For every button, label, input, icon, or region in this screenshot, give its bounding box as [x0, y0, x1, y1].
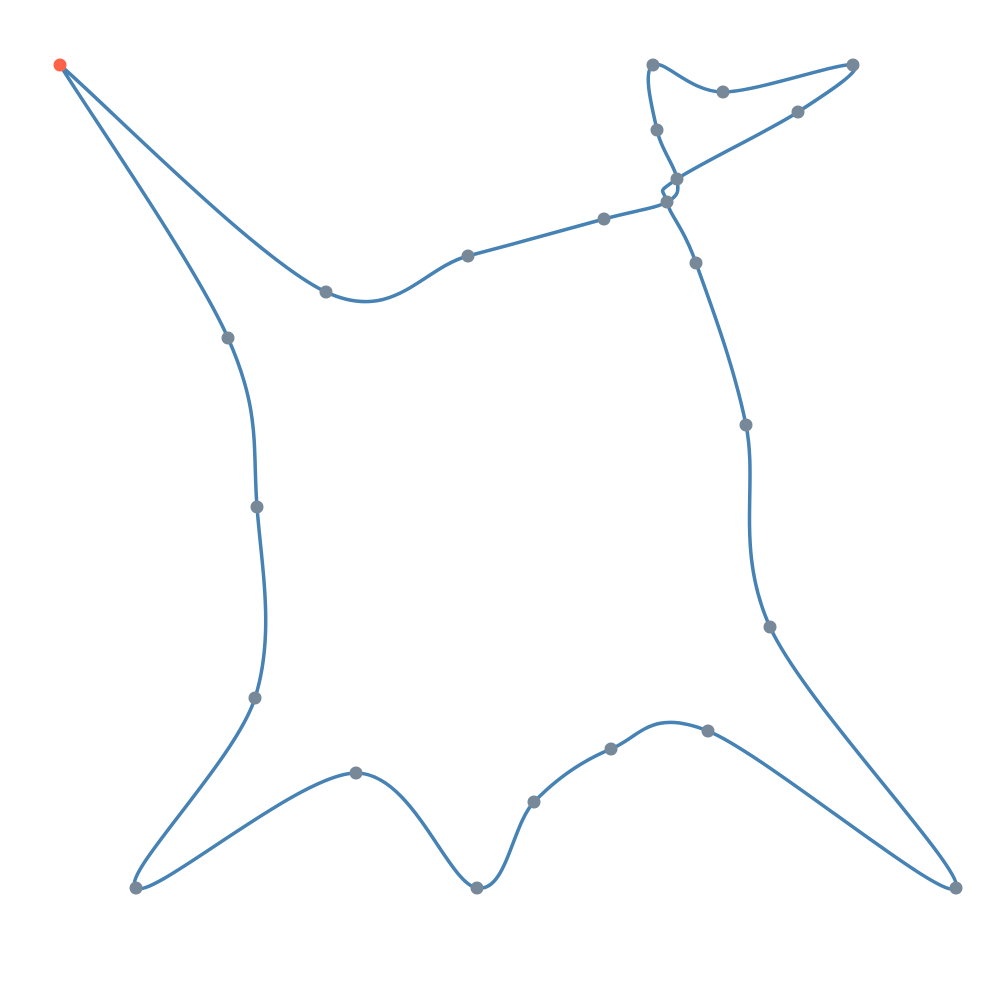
spline-node [689, 256, 703, 270]
spline-node [660, 195, 674, 209]
spline-node [670, 172, 684, 186]
spline-node [949, 881, 963, 895]
spline-node [646, 58, 660, 72]
spline-node [221, 331, 235, 345]
spline-node [846, 58, 860, 72]
spline-node [129, 881, 143, 895]
spline-node [349, 766, 363, 780]
spline-node [527, 795, 541, 809]
spline-node [470, 881, 484, 895]
spline-node [739, 418, 753, 432]
spline-node [597, 212, 611, 226]
spline-node [650, 123, 664, 137]
spline-node [791, 105, 805, 119]
spline-nodes [53, 58, 963, 895]
spline-node [763, 620, 777, 634]
spline-node [250, 500, 264, 514]
spline-node [604, 742, 618, 756]
spline-node [461, 249, 475, 263]
spline-node [701, 724, 715, 738]
spline-node [319, 285, 333, 299]
start-node [53, 58, 67, 72]
spline-node [248, 691, 262, 705]
spline-node [716, 85, 730, 99]
